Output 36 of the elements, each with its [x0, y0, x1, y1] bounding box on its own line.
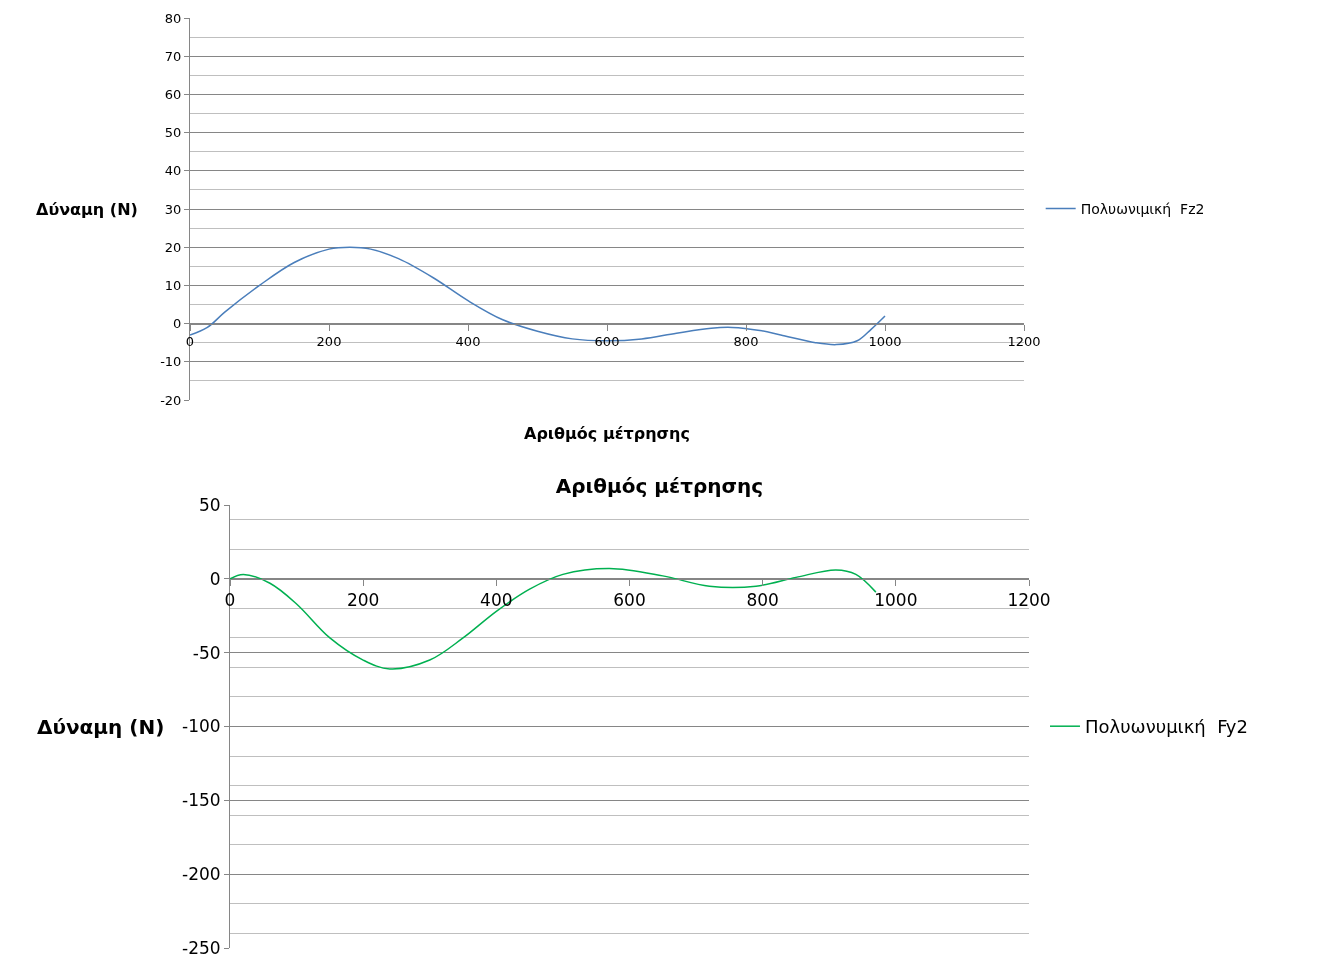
x-tick-label: 1000	[874, 590, 918, 611]
y-tick-label: 70	[164, 48, 182, 64]
y-tick-label: -10	[160, 354, 182, 370]
y-tick-label: 0	[209, 568, 221, 589]
y-tick-label: -20	[160, 392, 182, 408]
x-tick-label: 1000	[868, 334, 902, 350]
y-tick-label: 60	[164, 86, 182, 102]
y-tick-label: -100	[182, 716, 221, 737]
x-tick-label: 200	[346, 590, 380, 611]
x-tick-label: 600	[613, 590, 646, 611]
y-tick-label: 30	[164, 201, 182, 217]
y-axis-title: Δύναμη (N)	[36, 200, 138, 219]
y-tick-label: -150	[182, 790, 221, 811]
y-tick-label: 20	[164, 239, 182, 255]
x-tick-label: 1200	[1007, 590, 1051, 611]
y-tick-label: -50	[192, 642, 221, 663]
x-tick-label: 0	[224, 590, 236, 611]
x-axis-title: Αριθμός μέτρησης	[524, 424, 690, 443]
x-tick-label: 400	[455, 334, 481, 350]
y-tick-label: 50	[198, 494, 221, 515]
x-tick-label: 800	[733, 334, 759, 350]
x-tick-label: 200	[316, 334, 342, 350]
y-tick-label: 50	[164, 125, 182, 141]
x-tick-label: 800	[746, 590, 779, 611]
x-tick-label: 1200	[1007, 334, 1041, 350]
x-tick-label: 400	[480, 590, 513, 611]
y-tick-label: -250	[182, 937, 221, 958]
y-tick-label: 10	[164, 277, 182, 293]
chart-title: Αριθμός μέτρησης	[555, 474, 764, 498]
y-axis-title: Δύναμη (N)	[37, 715, 165, 739]
legend-label: Πολυωνιμική Fz2	[1080, 201, 1205, 218]
legend-label: Πολυωνυμική Fy2	[1084, 716, 1248, 738]
y-tick-label: -200	[182, 864, 221, 885]
y-tick-label: 40	[164, 163, 182, 179]
y-tick-label: 80	[164, 10, 182, 26]
y-tick-label: 0	[173, 316, 182, 332]
